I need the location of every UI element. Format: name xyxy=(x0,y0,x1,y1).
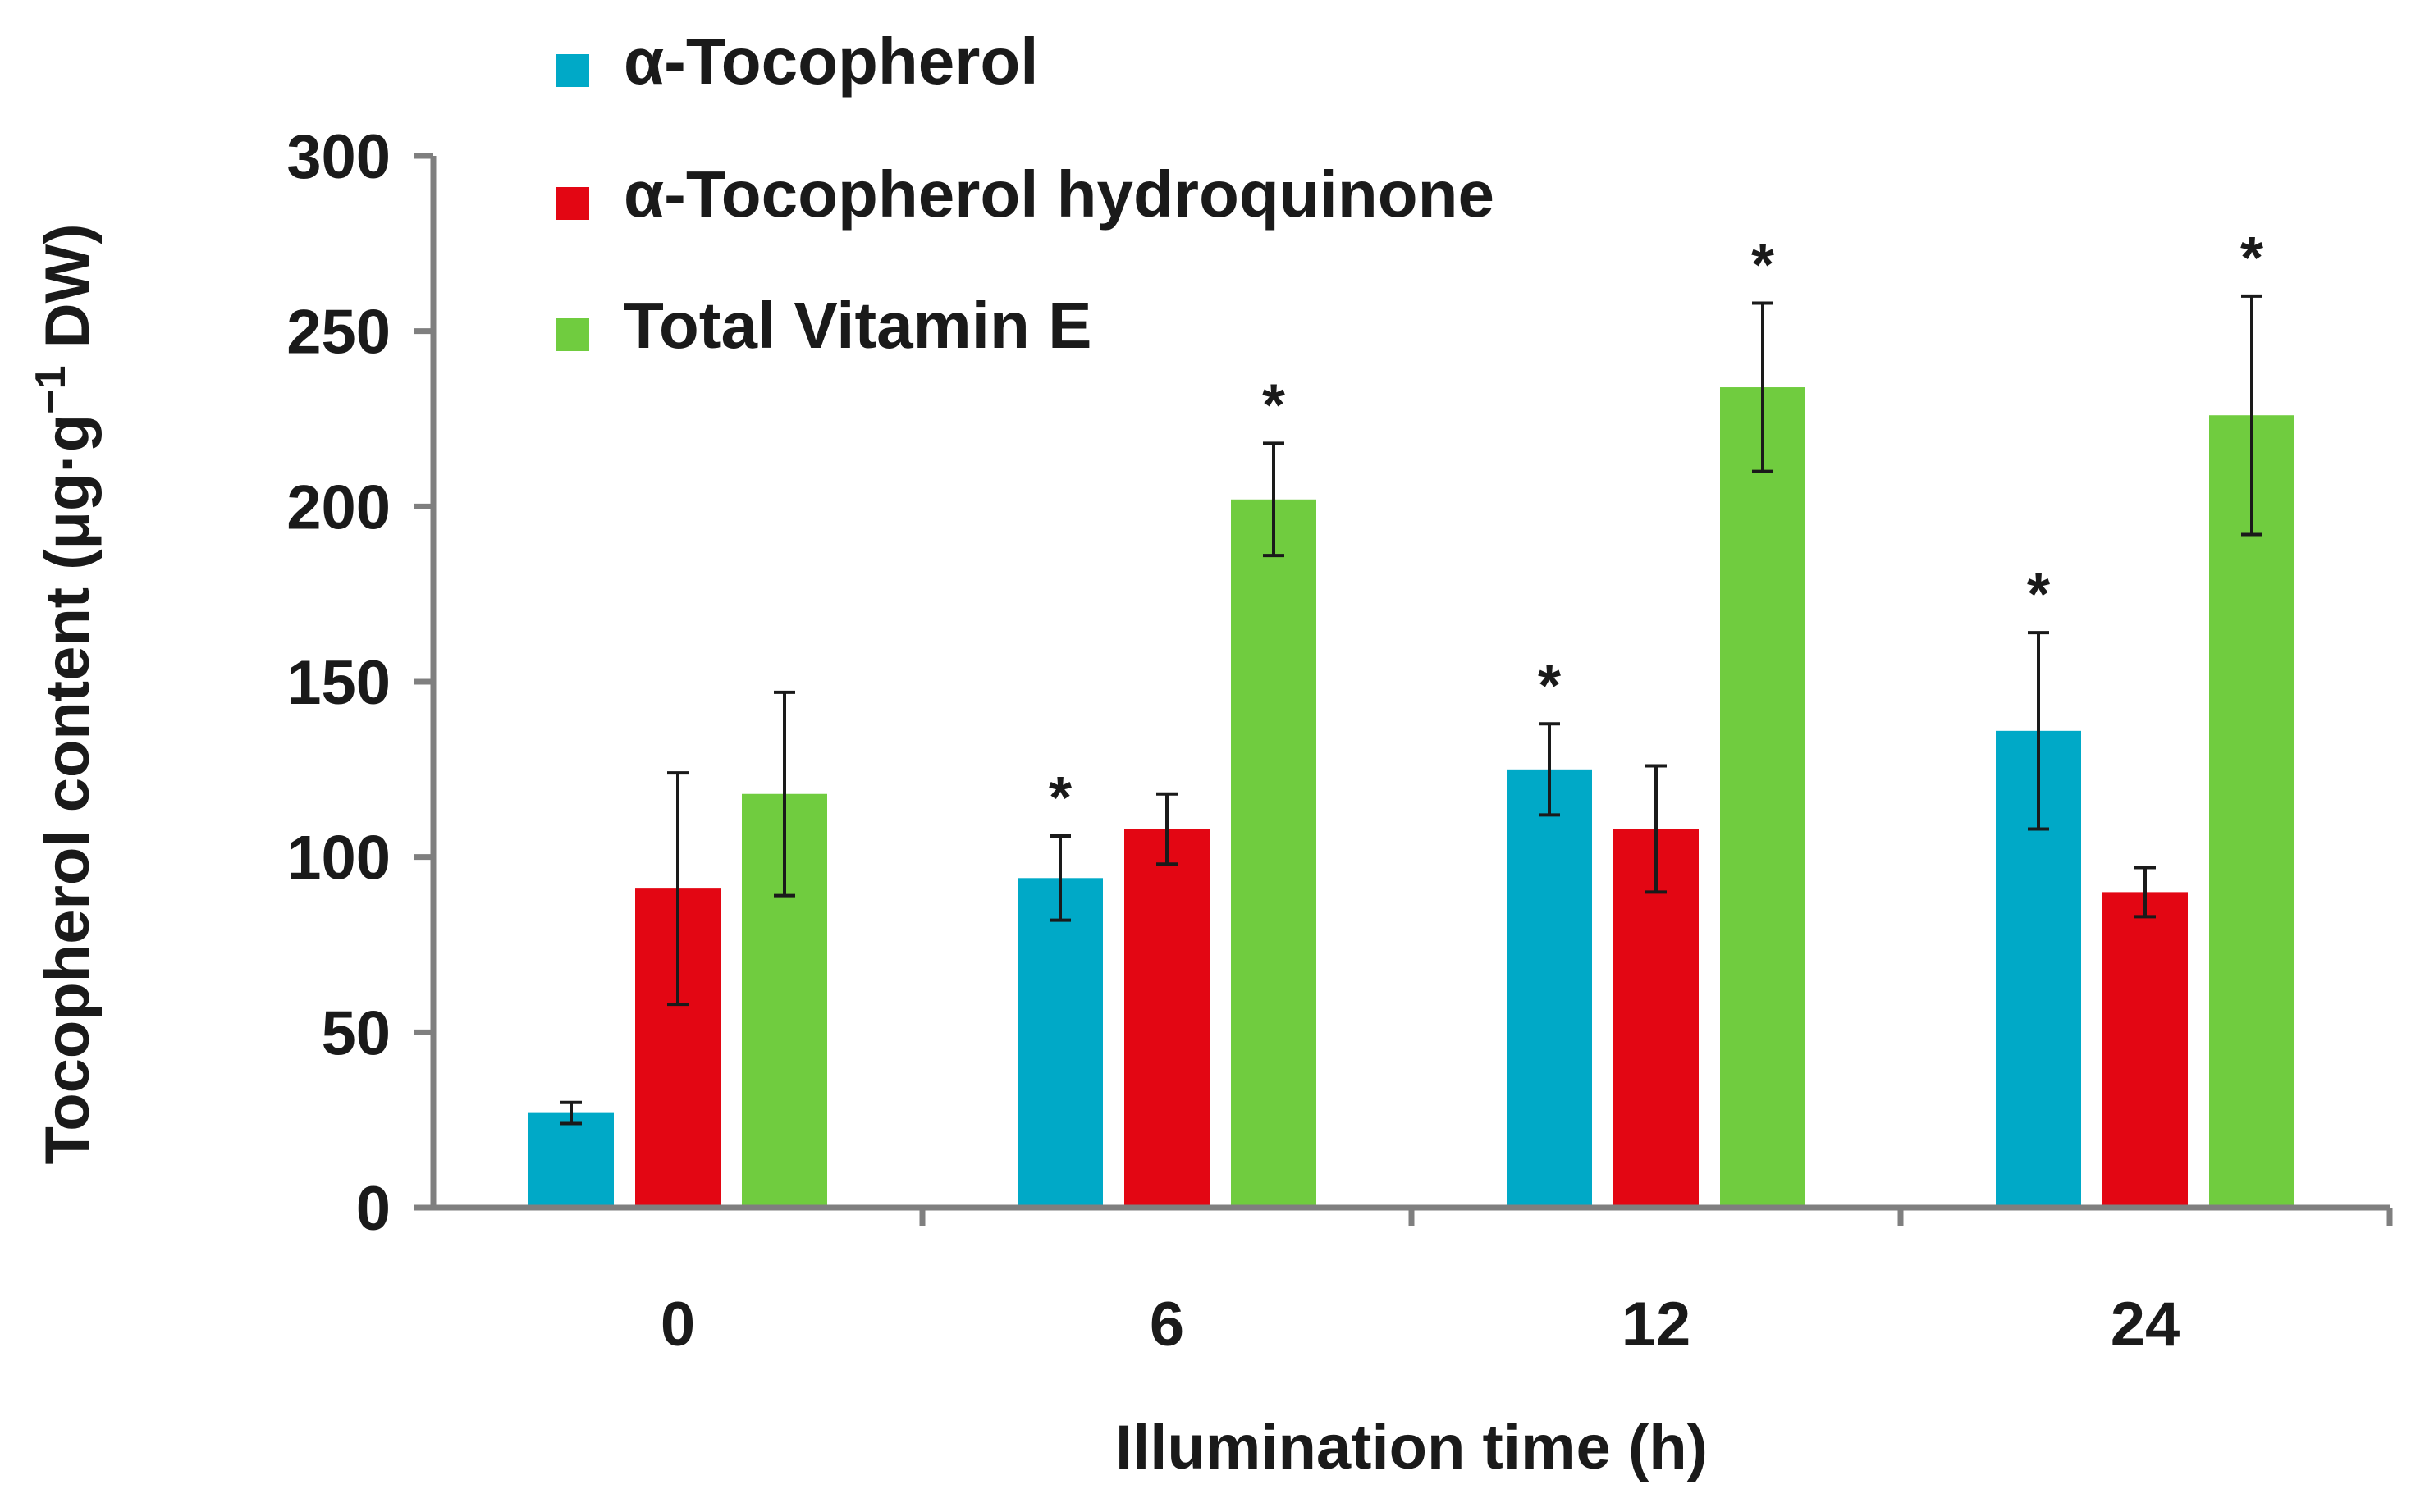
error-bars-layer xyxy=(560,294,2262,1126)
bar xyxy=(1720,387,1805,1208)
x-axis-title: Illumination time (h) xyxy=(1115,1413,1708,1482)
error-bar xyxy=(2028,631,2049,831)
error-bar xyxy=(667,771,689,1007)
significance-marker: * xyxy=(1049,765,1072,831)
legend-swatch xyxy=(556,187,589,220)
legend-swatch xyxy=(556,318,589,351)
error-bar xyxy=(2241,294,2262,537)
x-tick-label: 12 xyxy=(1622,1290,1691,1359)
bar xyxy=(1231,499,1316,1208)
y-ticks: 0 50 100 150 200 250 300 xyxy=(286,122,433,1244)
bar xyxy=(528,1112,614,1208)
significance-marker: * xyxy=(1538,653,1561,719)
error-bar xyxy=(1050,834,1071,922)
y-tick-label: 50 xyxy=(321,998,391,1068)
y-tick-label: 200 xyxy=(286,473,391,542)
y-tick-label: 250 xyxy=(286,298,391,368)
legend-label: Total Vitamin E xyxy=(624,289,1091,362)
legend-label: α-Tocopherol hydroquinone xyxy=(624,158,1494,231)
bar xyxy=(1507,769,1592,1208)
legend-label: α-Tocopherol xyxy=(624,25,1038,98)
significance-marker: * xyxy=(1751,232,1774,298)
significance-marker: * xyxy=(2027,562,2050,628)
error-bar xyxy=(774,690,795,898)
legend: α-Tocopherol α-Tocopherol hydroquinone Tot… xyxy=(556,25,1494,362)
error-bar xyxy=(1156,792,1178,866)
y-tick-label: 100 xyxy=(286,824,391,893)
significance-marker: * xyxy=(1262,372,1285,438)
x-tick-label: 0 xyxy=(661,1290,695,1359)
y-axis-title-main: Tocopherol content (μg·g xyxy=(33,414,103,1165)
y-axis-title-superscript: −1 xyxy=(27,366,75,414)
bar xyxy=(2102,892,2188,1208)
y-axis-title: Tocopherol content (μg·g−1 DW) xyxy=(27,223,103,1164)
significance-layer: * * * * * * xyxy=(1049,226,2263,831)
y-tick-label: 0 xyxy=(356,1174,391,1244)
error-bar xyxy=(1645,764,1667,894)
error-bar xyxy=(2134,866,2156,919)
error-bar xyxy=(1539,722,1560,817)
legend-swatch xyxy=(556,54,589,87)
significance-marker: * xyxy=(2240,226,2263,291)
x-ticks: 0 6 12 24 xyxy=(661,1208,2393,1359)
y-tick-label: 300 xyxy=(286,122,391,192)
x-tick-label: 6 xyxy=(1150,1290,1184,1359)
bar xyxy=(1124,829,1210,1208)
bar xyxy=(1018,878,1103,1208)
bar xyxy=(2209,415,2294,1208)
bars-layer xyxy=(528,387,2294,1208)
y-tick-label: 150 xyxy=(286,648,391,718)
y-axis-title-suffix: DW) xyxy=(33,223,103,365)
x-tick-label: 24 xyxy=(2111,1290,2180,1359)
error-bar xyxy=(1263,441,1284,558)
error-bar xyxy=(560,1100,582,1126)
error-bar xyxy=(1752,301,1773,473)
